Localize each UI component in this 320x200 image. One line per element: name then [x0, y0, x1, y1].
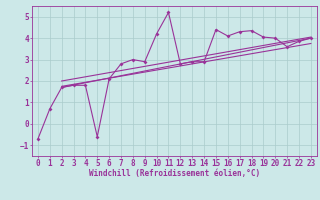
X-axis label: Windchill (Refroidissement éolien,°C): Windchill (Refroidissement éolien,°C): [89, 169, 260, 178]
